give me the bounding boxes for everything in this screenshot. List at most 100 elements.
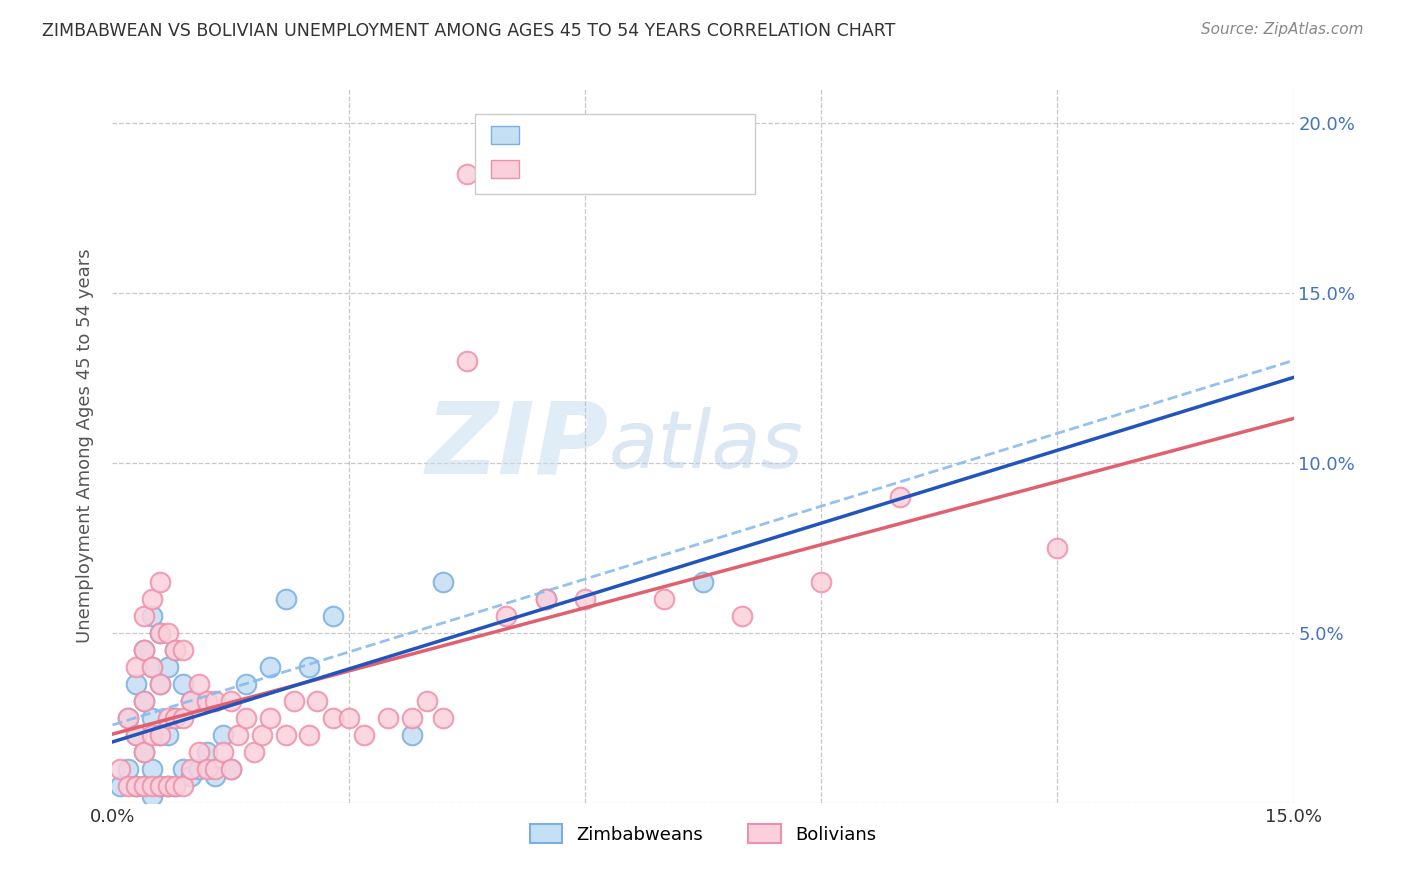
Point — [204, 762, 226, 776]
Point — [377, 711, 399, 725]
Point — [156, 626, 179, 640]
Point — [156, 728, 179, 742]
Point — [188, 677, 211, 691]
Point — [149, 728, 172, 742]
Point — [534, 591, 557, 606]
Point — [1046, 541, 1069, 555]
Point — [172, 762, 194, 776]
Point — [125, 779, 148, 793]
Text: ZIP: ZIP — [426, 398, 609, 494]
Point — [495, 608, 517, 623]
Point — [337, 711, 360, 725]
Point — [432, 574, 454, 589]
Point — [219, 762, 242, 776]
Point — [141, 608, 163, 623]
Text: N =: N = — [610, 125, 650, 143]
Point — [117, 711, 139, 725]
Point — [259, 711, 281, 725]
Point — [219, 762, 242, 776]
Point — [165, 779, 187, 793]
Point — [810, 574, 832, 589]
Text: 0.261: 0.261 — [557, 159, 613, 177]
Point — [141, 728, 163, 742]
Point — [235, 711, 257, 725]
Point — [141, 711, 163, 725]
Point — [132, 779, 155, 793]
Point — [574, 591, 596, 606]
Point — [132, 779, 155, 793]
Point — [298, 660, 321, 674]
Point — [432, 711, 454, 725]
Point — [259, 660, 281, 674]
Point — [117, 711, 139, 725]
Point — [165, 643, 187, 657]
Point — [692, 574, 714, 589]
Point — [195, 694, 218, 708]
Point — [110, 762, 132, 776]
Point — [456, 167, 478, 181]
Point — [165, 643, 187, 657]
Point — [117, 779, 139, 793]
Point — [204, 694, 226, 708]
Text: R =: R = — [526, 125, 565, 143]
Text: ZIMBABWEAN VS BOLIVIAN UNEMPLOYMENT AMONG AGES 45 TO 54 YEARS CORRELATION CHART: ZIMBABWEAN VS BOLIVIAN UNEMPLOYMENT AMON… — [42, 22, 896, 40]
Point — [125, 677, 148, 691]
Point — [132, 694, 155, 708]
Point — [353, 728, 375, 742]
Point — [156, 660, 179, 674]
Point — [172, 711, 194, 725]
Point — [195, 745, 218, 759]
Text: atlas: atlas — [609, 407, 803, 485]
Point — [180, 694, 202, 708]
Point — [165, 711, 187, 725]
Point — [149, 626, 172, 640]
Point — [149, 677, 172, 691]
Point — [195, 762, 218, 776]
Point — [132, 643, 155, 657]
Text: 0.211: 0.211 — [557, 125, 613, 143]
Point — [172, 643, 194, 657]
Point — [156, 779, 179, 793]
Point — [534, 591, 557, 606]
Point — [149, 574, 172, 589]
Point — [132, 643, 155, 657]
Point — [274, 728, 297, 742]
Point — [228, 728, 250, 742]
Point — [132, 745, 155, 759]
Point — [141, 789, 163, 803]
Point — [211, 745, 233, 759]
Point — [141, 660, 163, 674]
Point — [416, 694, 439, 708]
Point — [298, 728, 321, 742]
Point — [132, 608, 155, 623]
Point — [235, 677, 257, 691]
Point — [401, 711, 423, 725]
Point — [149, 779, 172, 793]
Point — [274, 591, 297, 606]
Point — [180, 769, 202, 783]
Point — [889, 490, 911, 504]
Point — [188, 745, 211, 759]
Point — [132, 745, 155, 759]
Point — [125, 728, 148, 742]
Point — [125, 779, 148, 793]
Point — [149, 626, 172, 640]
Point — [456, 354, 478, 368]
Point — [243, 745, 266, 759]
Point — [180, 762, 202, 776]
Point — [731, 608, 754, 623]
Text: 43: 43 — [641, 125, 666, 143]
Point — [156, 711, 179, 725]
Text: N =: N = — [610, 159, 650, 177]
Point — [141, 591, 163, 606]
Point — [110, 779, 132, 793]
Point — [283, 694, 305, 708]
Text: Source: ZipAtlas.com: Source: ZipAtlas.com — [1201, 22, 1364, 37]
Point — [141, 779, 163, 793]
Point — [652, 591, 675, 606]
Point — [322, 608, 344, 623]
Point — [172, 779, 194, 793]
Point — [149, 779, 172, 793]
Point — [149, 728, 172, 742]
Point — [156, 779, 179, 793]
